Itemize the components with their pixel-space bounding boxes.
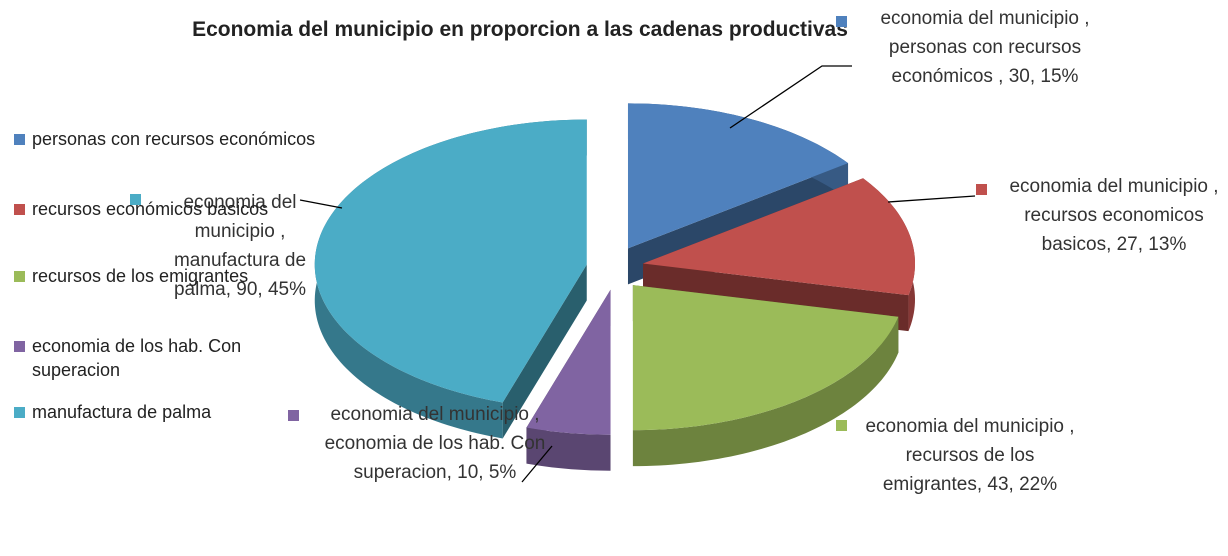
slice-wall (526, 427, 611, 471)
label-marker (836, 420, 847, 431)
legend-swatch (14, 204, 25, 215)
leader-line (729, 65, 852, 129)
legend-swatch (14, 271, 25, 282)
label-marker (288, 410, 299, 421)
data-label: economia del municipio , recursos econom… (1009, 176, 1219, 255)
slice (627, 103, 849, 249)
slice (632, 285, 899, 431)
chart-title: Economia del municipio en proporcion a l… (192, 18, 848, 41)
data-label: economia del municipio , manufactura de … (173, 192, 307, 300)
label-marker (976, 184, 987, 195)
legend-item: personas con recursos económicos (14, 127, 332, 151)
slice-side (502, 264, 587, 439)
label-marker (836, 16, 847, 27)
leader-line (887, 195, 976, 203)
legend-item: economia de los hab. Con superacion (14, 334, 332, 382)
label-marker (130, 194, 141, 205)
data-label: economia del municipio , economia de los… (324, 404, 546, 483)
legend-swatch (14, 407, 25, 418)
legend-item: manufactura de palma (14, 400, 332, 424)
legend-item: recursos económicos basicos (14, 197, 332, 221)
legend-swatch (14, 134, 25, 145)
data-label: economia del municipio , recursos de los… (865, 416, 1075, 495)
slice (526, 289, 611, 435)
leader-line (521, 445, 553, 483)
legend-swatch (14, 341, 25, 352)
legend-item: recursos de los emigrantes (14, 264, 332, 288)
leader-line (299, 199, 343, 209)
data-label: economia del municipio , personas con re… (880, 8, 1090, 87)
slice (314, 119, 587, 403)
slice-wall (632, 316, 899, 467)
slice (643, 178, 916, 296)
